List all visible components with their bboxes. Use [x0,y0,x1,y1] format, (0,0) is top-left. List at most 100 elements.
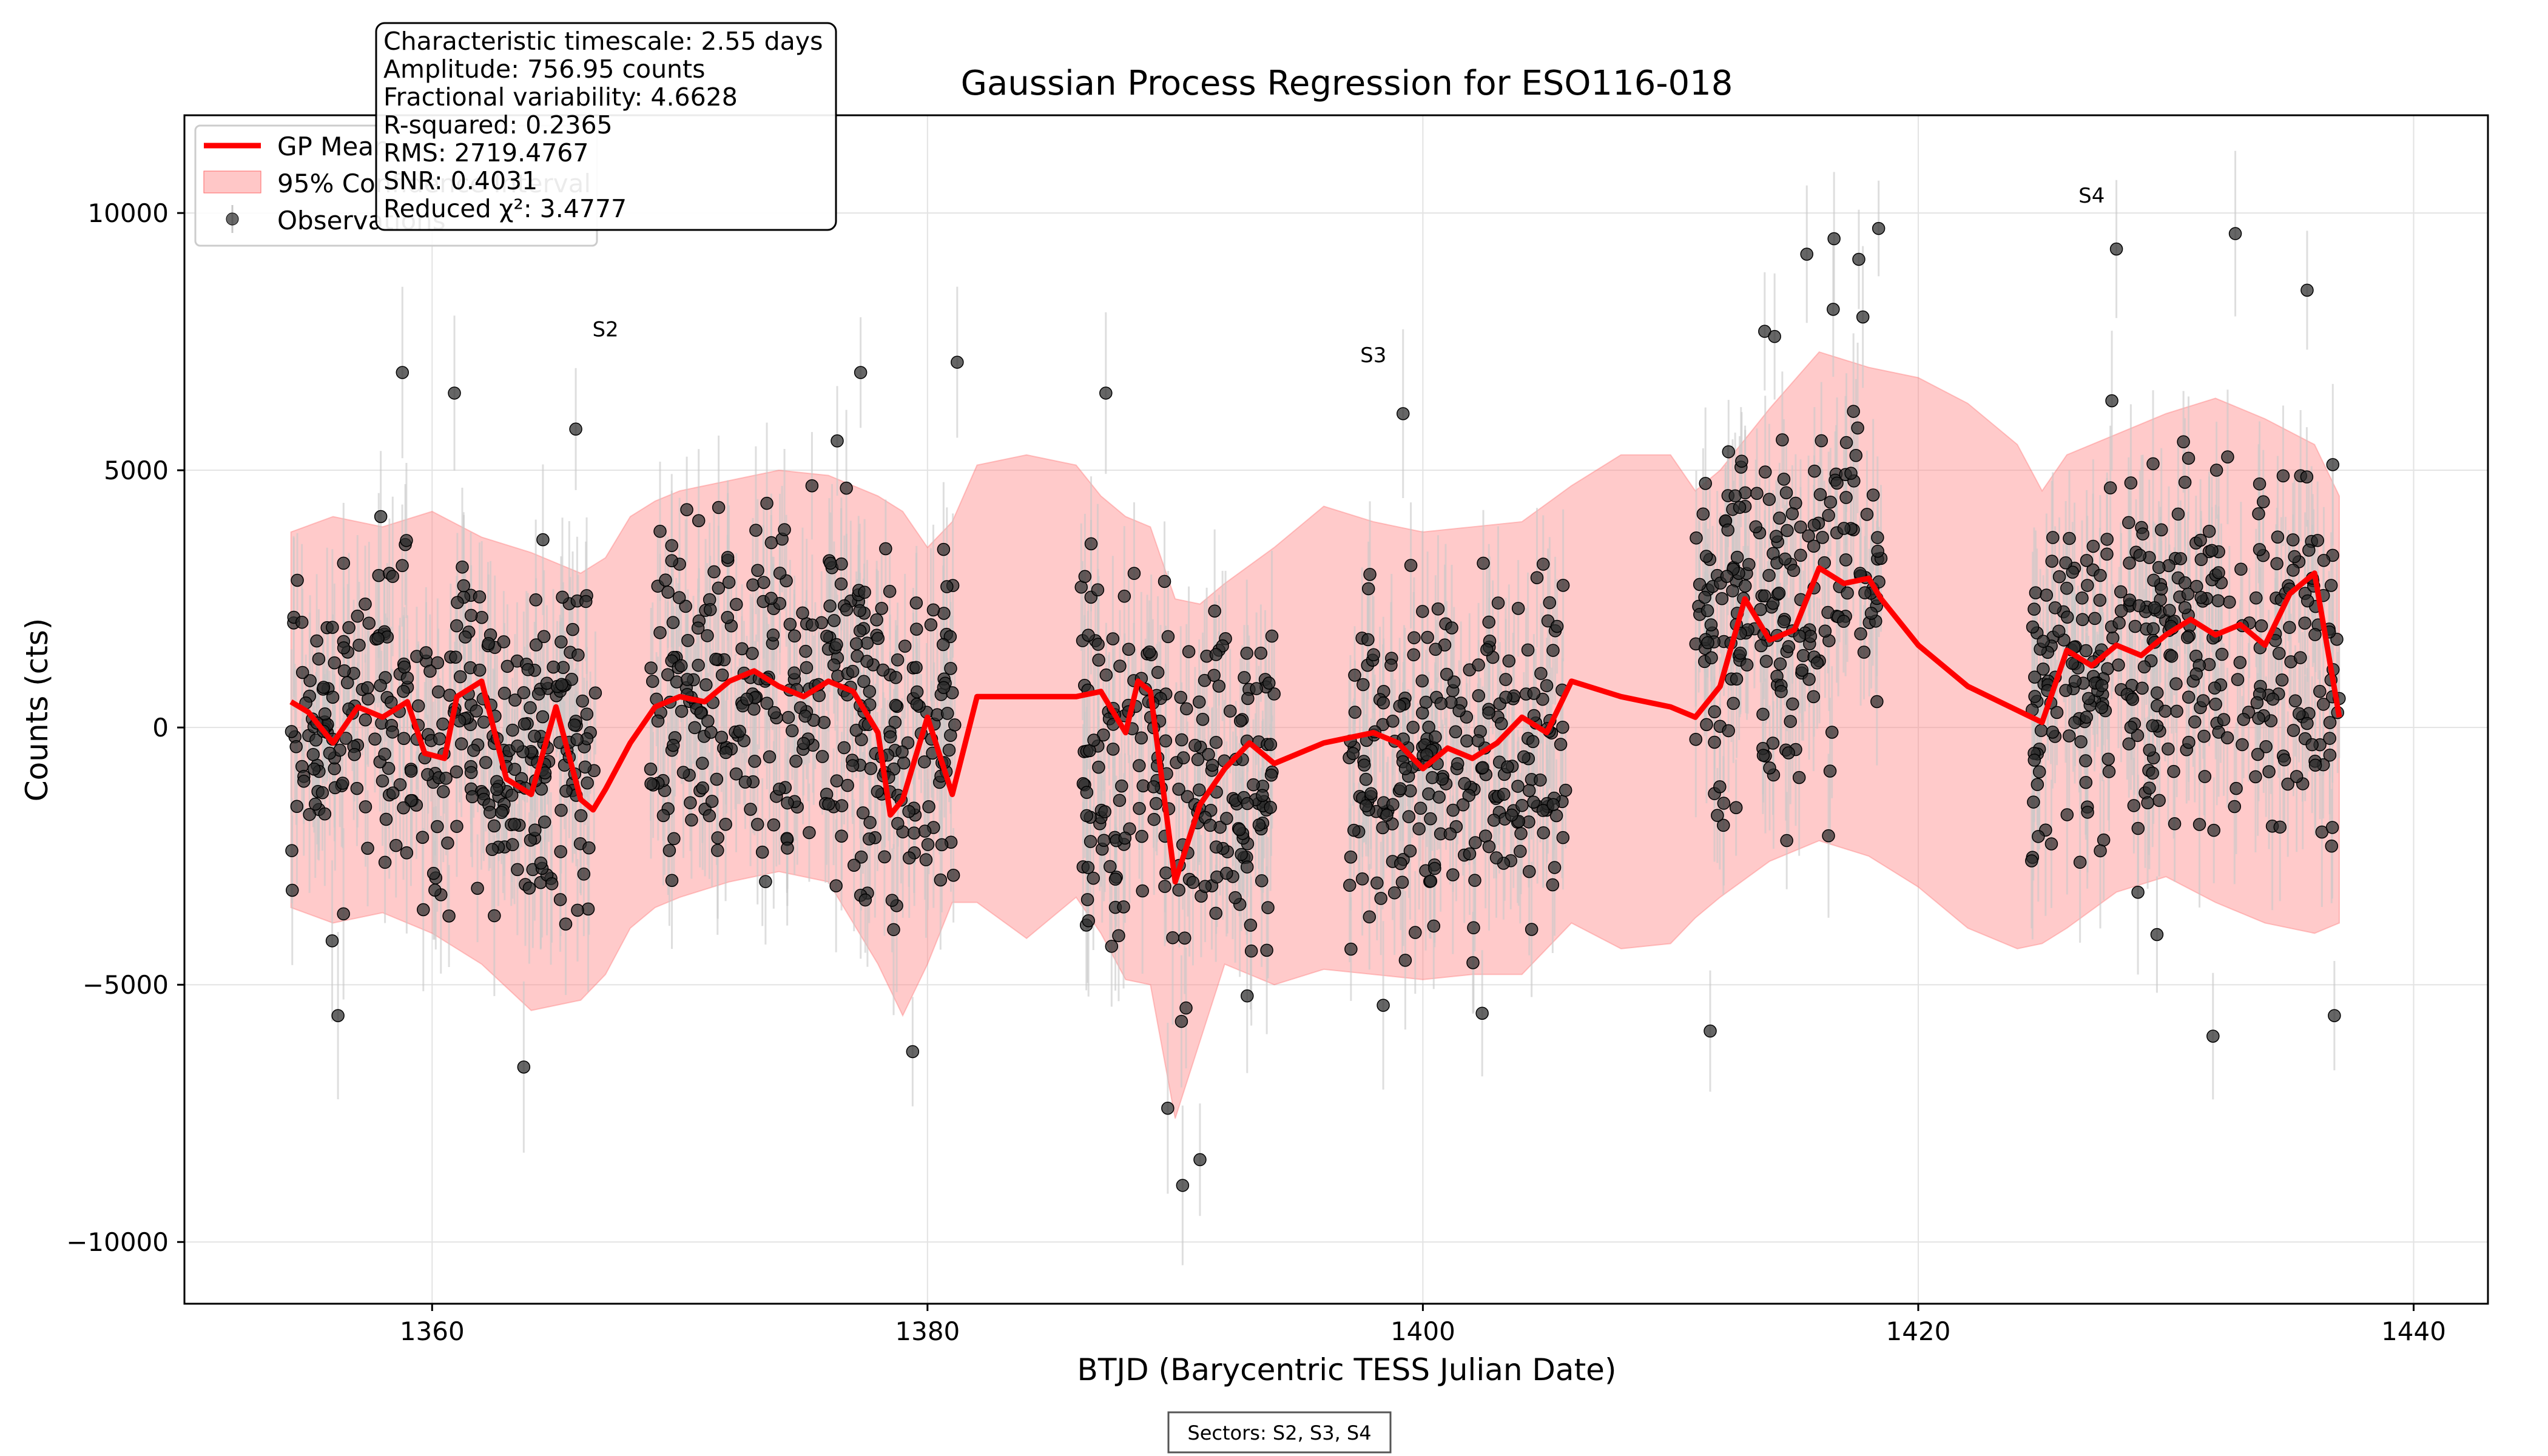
observation-point [1758,589,1771,603]
observation-point [2094,568,2107,582]
observation-point [566,622,579,636]
observation-point [755,845,769,859]
observation-point [1244,918,1258,932]
observation-point [1700,718,1713,732]
observation-point [767,706,781,720]
observation-point [1467,921,1480,935]
observation-point [1117,900,1130,914]
observation-point [849,637,863,650]
observation-point [2290,770,2304,783]
observation-point [1523,864,1536,878]
observation-point [895,745,909,759]
observation-point [2300,470,2314,484]
observation-point [1428,861,1441,875]
observation-point [2253,477,2267,491]
observation-point [1482,615,1495,629]
observation-point [397,732,411,745]
observation-point [554,845,567,858]
observation-point [511,739,524,753]
observation-point [2075,613,2089,627]
observation-point [1839,491,1853,504]
observation-point [2194,591,2208,604]
observation-point [1704,1024,1717,1038]
observation-point [312,652,326,666]
observation-point [1416,605,1429,618]
observation-point [1387,886,1401,900]
observation-point [1824,495,1838,509]
observation-point [397,801,410,815]
observation-point [830,638,843,652]
observation-point [1728,489,1742,503]
observation-point [729,767,743,781]
observation-point [805,479,819,493]
observation-point [692,514,706,527]
observation-point [644,777,658,790]
observation-point [1193,783,1206,797]
observation-point [1104,860,1117,874]
observation-point [1768,329,1781,343]
observation-point [580,707,594,721]
observation-point [1514,844,1527,858]
observation-point [1495,717,1508,730]
observation-point [570,733,584,746]
observation-point [847,858,861,872]
observation-point [846,664,860,678]
observation-point [1781,524,1794,538]
observation-point [374,679,387,692]
observation-point [1774,685,1788,698]
observation-point [1825,726,1839,739]
observation-point [581,902,595,916]
observation-point [342,621,356,635]
observation-point [854,850,868,864]
observation-point [497,687,511,700]
observation-point [1548,861,1562,874]
observation-point [1122,642,1136,656]
stats-fractional-variability: Fractional variability: 4.6628 [383,83,738,112]
observation-point [1147,812,1161,826]
observation-point [1546,644,1560,657]
observation-point [577,868,591,881]
observation-point [2198,770,2212,783]
observation-point [707,565,721,579]
observation-point [871,632,885,645]
observation-point [2066,565,2080,579]
observation-point [1082,629,1095,642]
observation-point [901,736,915,750]
observation-point [308,797,322,811]
observation-point [386,570,400,583]
observation-point [924,618,938,632]
observation-point [336,777,349,790]
observation-point [1208,604,1221,618]
observation-point [1451,757,1464,770]
observation-point [337,664,351,678]
observation-point [2137,660,2151,674]
observation-point [286,883,299,897]
observation-point [2050,706,2064,720]
observation-point [1777,473,1791,486]
observation-point [841,778,854,792]
observation-point [368,732,382,746]
observation-point [2305,738,2319,752]
observation-point [1780,834,1793,848]
observation-point [528,823,542,837]
observation-point [1871,544,1884,558]
observation-point [853,604,867,618]
observation-point [685,813,698,827]
observation-point [1099,386,1113,400]
sector-labels: S2 S3 S4 [592,184,2105,368]
observation-point [1265,629,1279,643]
observation-point [464,608,478,622]
observation-point [715,668,729,682]
observation-point [2308,758,2322,772]
observation-point [2234,562,2248,576]
observation-point [1087,871,1100,885]
observation-point [1432,790,1446,804]
observation-point [785,724,799,738]
observation-point [318,807,332,821]
observation-point [554,803,568,817]
y-tick-label-4: 10000 [87,198,169,228]
observation-point [318,707,332,721]
observation-point [2152,561,2166,575]
observation-point [2292,707,2306,721]
